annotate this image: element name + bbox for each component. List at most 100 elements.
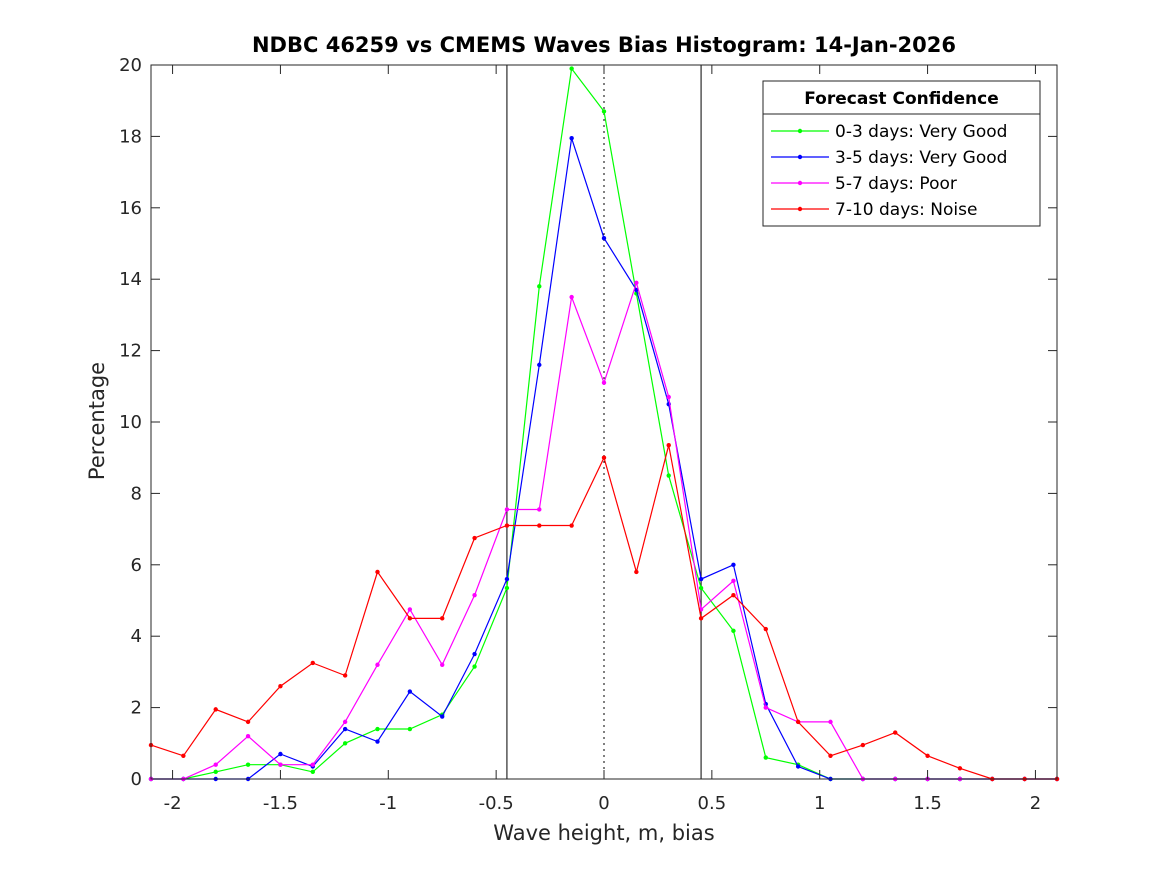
data-point xyxy=(860,742,866,748)
data-point xyxy=(634,287,639,293)
data-point xyxy=(472,592,477,598)
data-point xyxy=(278,683,283,689)
legend-item-3: 7-10 days: Noise xyxy=(771,200,977,220)
data-point xyxy=(634,569,639,575)
legend-swatch-marker xyxy=(797,180,803,186)
data-point xyxy=(504,585,510,591)
x-tick-label: -1 xyxy=(379,793,397,814)
x-tick-label: -2 xyxy=(164,793,182,814)
data-point xyxy=(698,585,704,591)
data-point xyxy=(569,66,574,71)
x-tick-label: -1.5 xyxy=(263,793,298,814)
data-point xyxy=(763,626,768,632)
data-point xyxy=(375,569,380,575)
series-3 xyxy=(148,443,1060,782)
data-point xyxy=(342,719,348,725)
data-point xyxy=(375,662,380,667)
data-point xyxy=(569,294,574,300)
data-point xyxy=(407,616,413,621)
data-point xyxy=(472,664,477,669)
y-tick-label: 2 xyxy=(131,698,142,719)
data-point xyxy=(537,362,542,368)
data-point xyxy=(181,753,186,758)
legend-label: 0-3 days: Very Good xyxy=(835,122,1007,142)
data-point xyxy=(666,443,671,448)
data-point xyxy=(245,762,251,767)
legend-label: 5-7 days: Poor xyxy=(835,174,957,194)
data-point xyxy=(342,673,348,678)
legend-swatch-marker xyxy=(797,128,803,134)
y-tick-label: 10 xyxy=(119,412,142,433)
y-tick-label: 18 xyxy=(119,126,142,147)
reference-lines xyxy=(506,65,702,779)
data-point xyxy=(537,507,542,512)
data-point xyxy=(731,628,736,634)
data-point xyxy=(601,235,607,241)
x-tick-label: 0 xyxy=(598,793,609,814)
data-point xyxy=(407,689,413,694)
data-point xyxy=(310,660,315,666)
data-point xyxy=(634,280,639,285)
x-tick-label: 2 xyxy=(1030,793,1041,814)
y-tick-label: 12 xyxy=(119,341,142,362)
data-point xyxy=(278,762,283,767)
x-tick-label: 1.5 xyxy=(913,793,942,814)
data-point xyxy=(440,662,445,667)
data-point xyxy=(957,766,963,771)
x-axis-label: Wave height, m, bias xyxy=(493,821,714,845)
data-point xyxy=(666,473,671,478)
data-point xyxy=(537,523,542,528)
legend-swatch-marker xyxy=(797,154,803,160)
data-point xyxy=(375,726,380,732)
data-point xyxy=(828,753,833,758)
data-point xyxy=(504,507,510,512)
data-point xyxy=(213,762,218,767)
data-point xyxy=(731,592,736,598)
y-tick-label: 4 xyxy=(131,626,142,647)
data-point xyxy=(698,576,704,582)
data-point xyxy=(504,576,510,582)
data-point xyxy=(472,651,477,657)
legend-box xyxy=(762,80,1041,227)
chart-title: NDBC 46259 vs CMEMS Waves Bias Histogram… xyxy=(252,33,956,57)
data-point xyxy=(278,751,283,757)
x-tick-label: -0.5 xyxy=(479,793,514,814)
legend-item-0: 0-3 days: Very Good xyxy=(771,122,1007,142)
y-axis-label: Percentage xyxy=(85,362,109,480)
data-point xyxy=(310,769,315,775)
data-point xyxy=(569,523,574,528)
data-point xyxy=(537,284,542,289)
data-point xyxy=(245,719,251,725)
data-point xyxy=(601,380,607,385)
data-point xyxy=(698,616,704,621)
data-point xyxy=(472,535,477,541)
data-point xyxy=(601,109,607,114)
data-point xyxy=(407,726,413,732)
data-point xyxy=(828,719,833,725)
legend-label: 7-10 days: Noise xyxy=(835,200,977,220)
data-point xyxy=(342,741,348,746)
data-point xyxy=(763,705,768,710)
data-point xyxy=(795,719,801,725)
data-point xyxy=(731,562,736,567)
data-point xyxy=(763,755,768,760)
data-point xyxy=(342,726,348,732)
data-point xyxy=(731,578,736,584)
data-point xyxy=(666,394,671,400)
data-point xyxy=(569,135,574,141)
data-point xyxy=(893,730,898,735)
legend-swatch-marker xyxy=(797,206,803,212)
y-tick-label: 16 xyxy=(119,198,142,219)
y-tick-label: 0 xyxy=(131,769,142,790)
data-point xyxy=(504,523,510,528)
data-point xyxy=(213,769,218,775)
y-tick-label: 20 xyxy=(119,55,142,76)
data-point xyxy=(213,707,218,712)
data-point xyxy=(310,762,315,767)
data-point xyxy=(925,753,930,758)
data-point xyxy=(440,714,445,719)
y-tick-label: 14 xyxy=(119,269,142,290)
data-point xyxy=(440,616,445,621)
data-point xyxy=(795,764,801,769)
